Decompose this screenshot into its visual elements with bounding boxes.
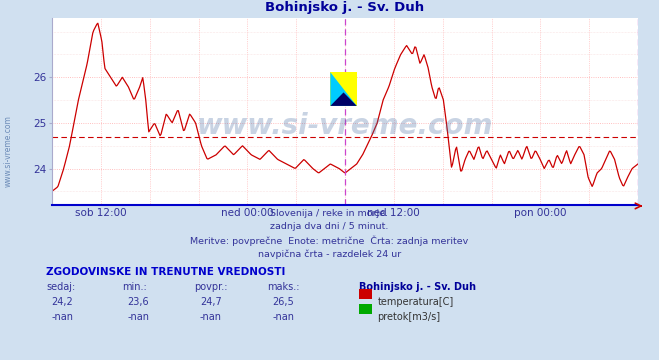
Text: 24,2: 24,2 — [51, 297, 74, 307]
Text: povpr.:: povpr.: — [194, 282, 228, 292]
Text: www.si-vreme.com: www.si-vreme.com — [197, 112, 493, 140]
Text: navpična črta - razdelek 24 ur: navpična črta - razdelek 24 ur — [258, 249, 401, 259]
Text: ZGODOVINSKE IN TRENUTNE VREDNOSTI: ZGODOVINSKE IN TRENUTNE VREDNOSTI — [46, 267, 285, 277]
Text: -nan: -nan — [200, 312, 222, 322]
Text: 24,7: 24,7 — [200, 297, 222, 307]
Text: www.si-vreme.com: www.si-vreme.com — [3, 115, 13, 187]
Text: zadnja dva dni / 5 minut.: zadnja dva dni / 5 minut. — [270, 222, 389, 231]
Text: 26,5: 26,5 — [272, 297, 295, 307]
Text: Slovenija / reke in morje.: Slovenija / reke in morje. — [270, 208, 389, 217]
Text: Meritve: povprečne  Enote: metrične  Črta: zadnja meritev: Meritve: povprečne Enote: metrične Črta:… — [190, 236, 469, 247]
Text: min.:: min.: — [122, 282, 147, 292]
Text: sedaj:: sedaj: — [46, 282, 75, 292]
Text: pretok[m3/s]: pretok[m3/s] — [378, 312, 441, 322]
Text: Bohinjsko j. - Sv. Duh: Bohinjsko j. - Sv. Duh — [359, 282, 476, 292]
Text: -nan: -nan — [272, 312, 295, 322]
Title: Bohinjsko j. - Sv. Duh: Bohinjsko j. - Sv. Duh — [266, 1, 424, 14]
Text: temperatura[C]: temperatura[C] — [378, 297, 454, 307]
Text: 23,6: 23,6 — [128, 297, 149, 307]
Text: -nan: -nan — [127, 312, 150, 322]
Text: maks.:: maks.: — [267, 282, 299, 292]
Text: -nan: -nan — [51, 312, 74, 322]
